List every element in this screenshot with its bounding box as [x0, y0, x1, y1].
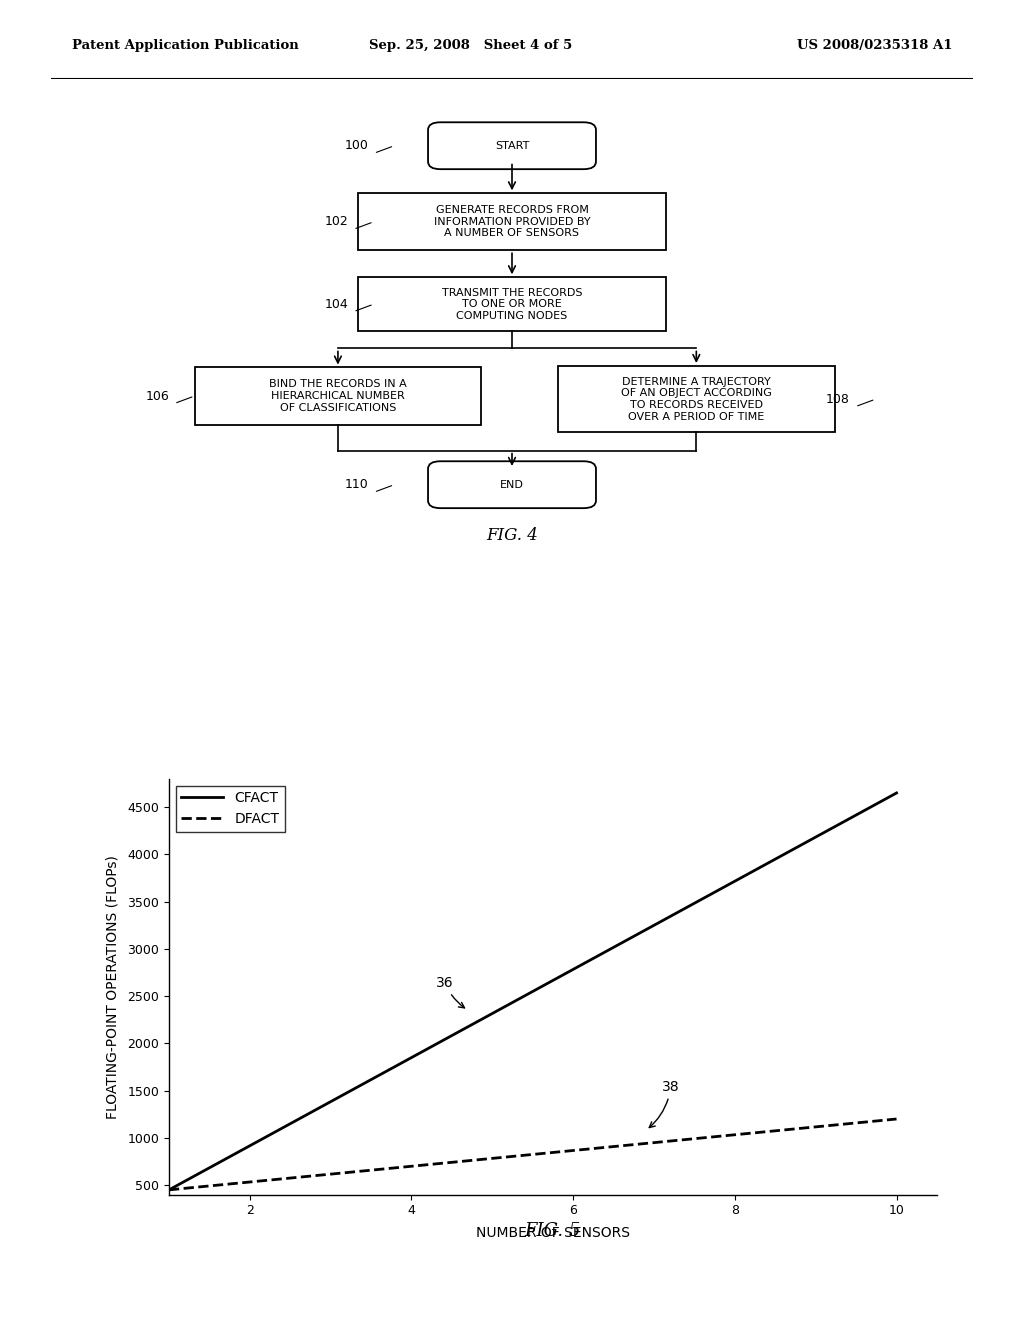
Text: 102: 102	[325, 215, 348, 228]
Y-axis label: FLOATING-POINT OPERATIONS (FLOPs): FLOATING-POINT OPERATIONS (FLOPs)	[105, 855, 119, 1118]
FancyBboxPatch shape	[428, 461, 596, 508]
X-axis label: NUMBER OF SENSORS: NUMBER OF SENSORS	[476, 1226, 630, 1239]
Text: 38: 38	[649, 1080, 680, 1127]
Text: FIG. 4: FIG. 4	[486, 527, 538, 544]
Text: END: END	[500, 479, 524, 490]
Text: US 2008/0235318 A1: US 2008/0235318 A1	[797, 40, 952, 53]
Text: DETERMINE A TRAJECTORY
OF AN OBJECT ACCORDING
TO RECORDS RECEIVED
OVER A PERIOD : DETERMINE A TRAJECTORY OF AN OBJECT ACCO…	[621, 376, 772, 421]
FancyBboxPatch shape	[428, 123, 596, 169]
Text: START: START	[495, 141, 529, 150]
Text: 108: 108	[826, 392, 850, 405]
Text: 106: 106	[145, 389, 169, 403]
Text: 104: 104	[325, 297, 348, 310]
FancyBboxPatch shape	[358, 277, 666, 331]
Text: 36: 36	[436, 975, 465, 1008]
FancyBboxPatch shape	[195, 367, 481, 425]
Text: BIND THE RECORDS IN A
HIERARCHICAL NUMBER
OF CLASSIFICATIONS: BIND THE RECORDS IN A HIERARCHICAL NUMBE…	[269, 379, 407, 413]
Legend: CFACT, DFACT: CFACT, DFACT	[176, 785, 285, 832]
Text: 110: 110	[345, 478, 369, 491]
Text: 100: 100	[345, 139, 369, 152]
FancyBboxPatch shape	[558, 366, 835, 433]
Text: GENERATE RECORDS FROM
INFORMATION PROVIDED BY
A NUMBER OF SENSORS: GENERATE RECORDS FROM INFORMATION PROVID…	[434, 205, 590, 239]
Text: Sep. 25, 2008   Sheet 4 of 5: Sep. 25, 2008 Sheet 4 of 5	[370, 40, 572, 53]
Text: FIG. 5: FIG. 5	[524, 1222, 582, 1239]
FancyBboxPatch shape	[358, 193, 666, 251]
Text: Patent Application Publication: Patent Application Publication	[72, 40, 298, 53]
Text: TRANSMIT THE RECORDS
TO ONE OR MORE
COMPUTING NODES: TRANSMIT THE RECORDS TO ONE OR MORE COMP…	[441, 288, 583, 321]
